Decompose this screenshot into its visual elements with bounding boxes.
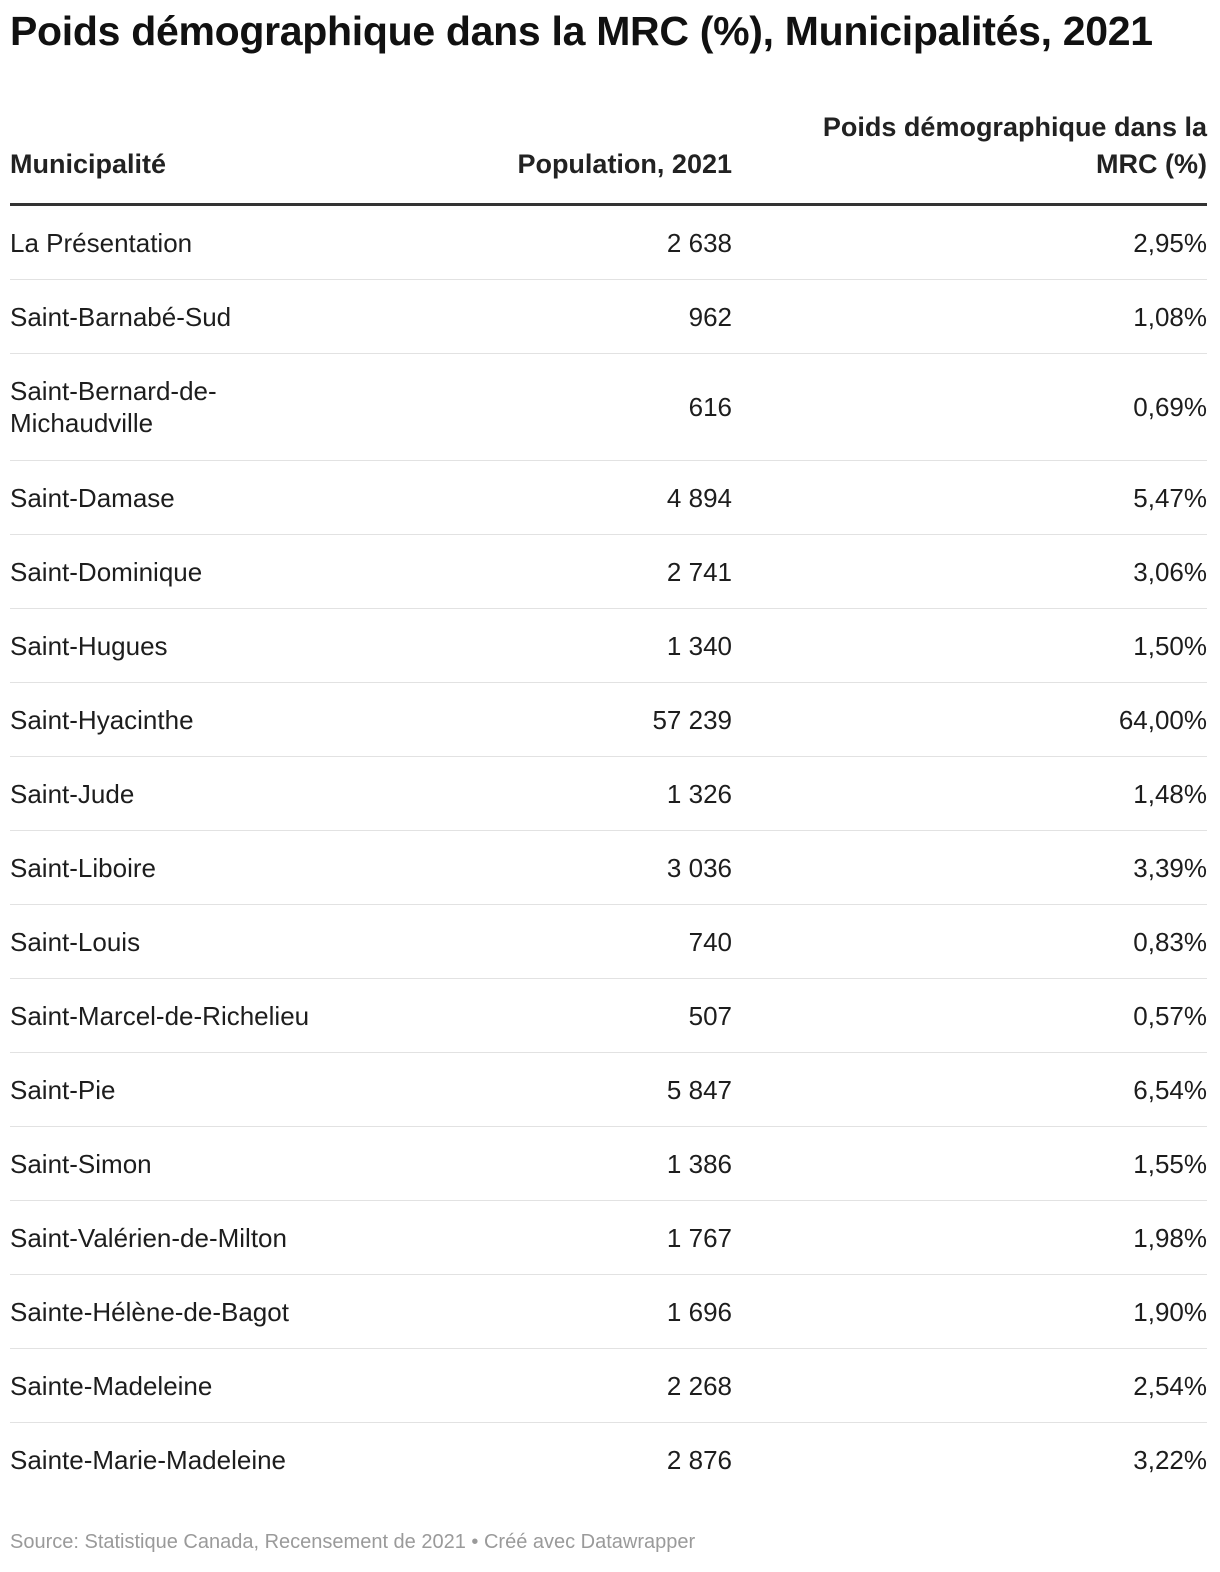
table-row: Saint-Jude 1 326 1,48% xyxy=(10,757,1207,831)
data-table: Municipalité Population, 2021 Poids démo… xyxy=(10,100,1207,1496)
table-row: Saint-Pie 5 847 6,54% xyxy=(10,1053,1207,1127)
column-header-municipality[interactable]: Municipalité xyxy=(10,149,167,179)
chart-title: Poids démographique dans la MRC (%), Mun… xyxy=(10,8,1153,54)
cell-weight: 1,55% xyxy=(1133,1148,1207,1179)
cell-weight: 3,06% xyxy=(1133,556,1207,587)
cell-population: 1 326 xyxy=(666,778,732,809)
cell-weight: 2,54% xyxy=(1133,1370,1207,1401)
cell-weight: 1,50% xyxy=(1133,630,1207,661)
cell-weight: 5,47% xyxy=(1133,482,1207,513)
table-row: Saint-Hyacinthe 57 239 64,00% xyxy=(10,683,1207,757)
cell-municipality: Saint-Valérien-de-Milton xyxy=(10,1222,287,1253)
cell-weight: 1,90% xyxy=(1133,1296,1207,1327)
cell-municipality: Saint-Bernard-de-Michaudville xyxy=(10,376,217,438)
cell-weight: 1,08% xyxy=(1133,301,1207,332)
cell-population: 57 239 xyxy=(652,704,732,735)
cell-population: 2 638 xyxy=(666,227,732,258)
cell-population: 5 847 xyxy=(666,1074,732,1105)
cell-population: 1 767 xyxy=(666,1222,732,1253)
table-header: Municipalité Population, 2021 Poids démo… xyxy=(10,100,1207,206)
table-row: Saint-Dominique 2 741 3,06% xyxy=(10,535,1207,609)
cell-population: 507 xyxy=(688,1000,732,1031)
cell-weight: 0,69% xyxy=(1133,392,1207,422)
cell-population: 4 894 xyxy=(666,482,732,513)
cell-weight: 64,00% xyxy=(1118,704,1207,735)
cell-municipality: Saint-Barnabé-Sud xyxy=(10,301,232,332)
cell-municipality: Saint-Hugues xyxy=(10,630,168,661)
table-row: Saint-Hugues 1 340 1,50% xyxy=(10,609,1207,683)
cell-municipality: Saint-Pie xyxy=(10,1074,116,1105)
cell-weight: 3,39% xyxy=(1133,852,1207,883)
cell-weight: 1,98% xyxy=(1133,1222,1207,1253)
table-row: Saint-Valérien-de-Milton 1 767 1,98% xyxy=(10,1201,1207,1275)
table-body: La Présentation 2 638 2,95% Saint-Barnabé-S… xyxy=(10,206,1207,1496)
cell-weight: 2,95% xyxy=(1133,227,1207,258)
column-header-weight[interactable]: Poids démographique dans la MRC (%) xyxy=(822,112,1207,179)
cell-municipality: Saint-Hyacinthe xyxy=(10,704,194,735)
source-footer: Source: Statistique Canada, Recensement … xyxy=(10,1531,696,1553)
cell-municipality: Saint-Simon xyxy=(10,1148,152,1179)
cell-population: 1 340 xyxy=(666,630,732,661)
cell-population: 1 696 xyxy=(666,1296,732,1327)
table-row: Saint-Damase 4 894 5,47% xyxy=(10,461,1207,535)
cell-population: 2 741 xyxy=(666,556,732,587)
cell-weight: 6,54% xyxy=(1133,1074,1207,1105)
cell-population: 616 xyxy=(688,392,732,422)
cell-municipality: Saint-Jude xyxy=(10,778,135,809)
cell-population: 962 xyxy=(688,301,732,332)
table-row: Saint-Bernard-de-Michaudville 616 0,69% xyxy=(10,354,1207,461)
table-row: Saint-Simon 1 386 1,55% xyxy=(10,1127,1207,1201)
cell-population: 2 876 xyxy=(666,1444,732,1475)
cell-municipality: Saint-Louis xyxy=(10,926,141,957)
cell-weight: 0,57% xyxy=(1133,1000,1207,1031)
table-row: Sainte-Marie-Madeleine 2 876 3,22% xyxy=(10,1423,1207,1496)
cell-population: 2 268 xyxy=(666,1370,732,1401)
cell-municipality: Sainte-Hélène-de-Bagot xyxy=(10,1296,289,1327)
cell-municipality: Saint-Marcel-de-Richelieu xyxy=(10,1000,310,1031)
cell-population: 1 386 xyxy=(666,1148,732,1179)
cell-municipality: Sainte-Madeleine xyxy=(10,1370,213,1401)
cell-population: 3 036 xyxy=(666,852,732,883)
table-row: Saint-Marcel-de-Richelieu 507 0,57% xyxy=(10,979,1207,1053)
table-row: Saint-Barnabé-Sud 962 1,08% xyxy=(10,280,1207,354)
cell-weight: 1,48% xyxy=(1133,778,1207,809)
cell-municipality: Saint-Damase xyxy=(10,482,175,513)
column-header-population[interactable]: Population, 2021 xyxy=(517,149,732,179)
table-row: Sainte-Hélène-de-Bagot 1 696 1,90% xyxy=(10,1275,1207,1349)
cell-population: 740 xyxy=(688,926,732,957)
table-row: La Présentation 2 638 2,95% xyxy=(10,206,1207,280)
table-row: Sainte-Madeleine 2 268 2,54% xyxy=(10,1349,1207,1423)
cell-municipality: La Présentation xyxy=(10,227,193,258)
cell-municipality: Sainte-Marie-Madeleine xyxy=(10,1444,287,1475)
cell-municipality: Saint-Dominique xyxy=(10,556,203,587)
table-row: Saint-Louis 740 0,83% xyxy=(10,905,1207,979)
table-row: Saint-Liboire 3 036 3,39% xyxy=(10,831,1207,905)
cell-municipality: Saint-Liboire xyxy=(10,852,156,883)
cell-weight: 0,83% xyxy=(1133,926,1207,957)
cell-weight: 3,22% xyxy=(1133,1444,1207,1475)
